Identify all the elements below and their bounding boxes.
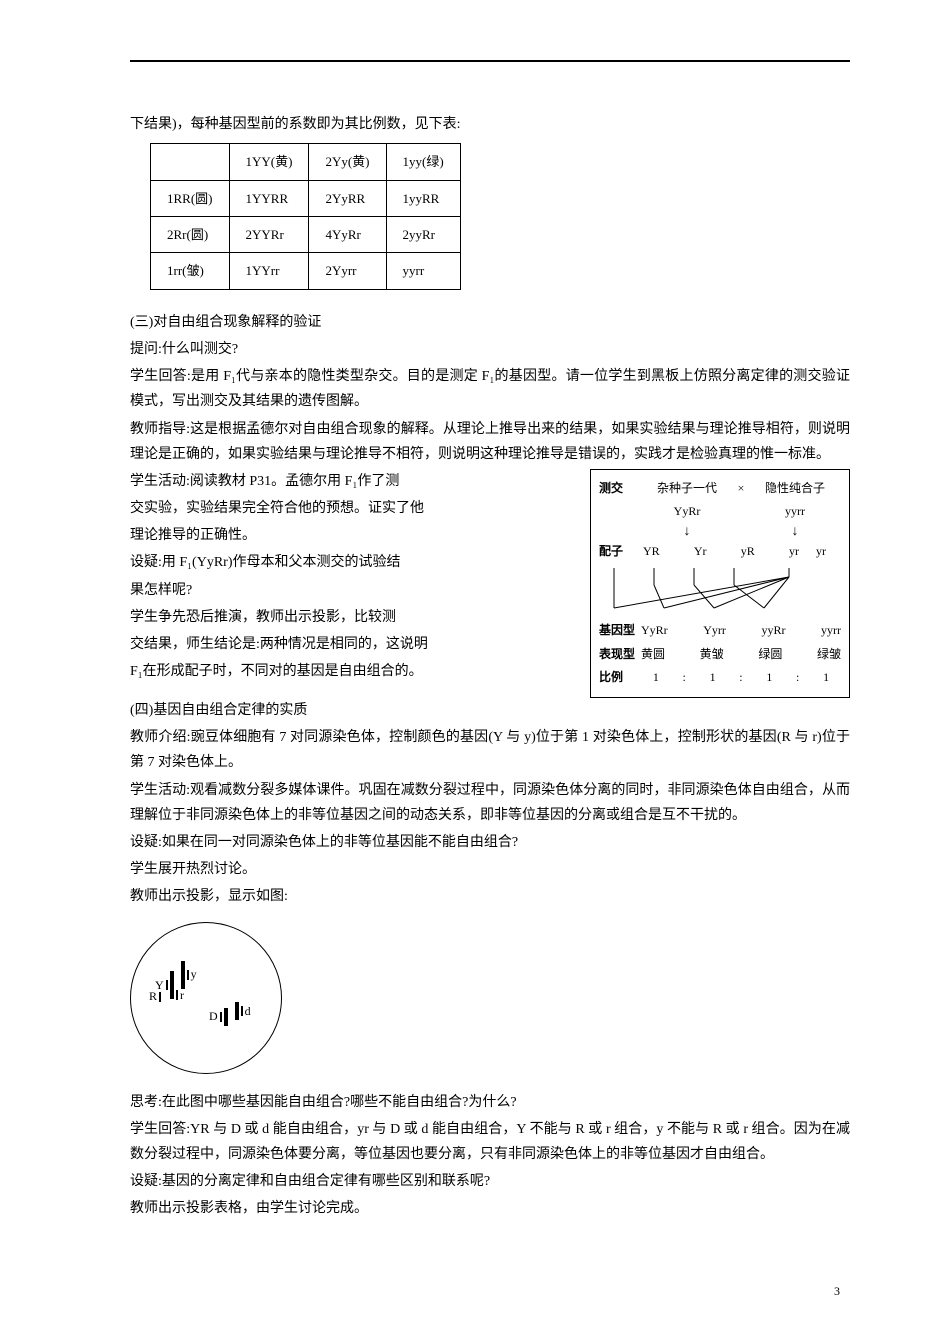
phenotype: 绿皱	[817, 644, 841, 666]
table-cell: 1YYrr	[229, 253, 309, 289]
gamete: YR	[643, 541, 660, 563]
paragraph: 学生展开热烈讨论。	[130, 857, 850, 882]
table-cell: 2Yy(黄)	[309, 144, 386, 180]
gene-label: R	[149, 986, 157, 1008]
section-4-title: (四)基因自由组合定律的实质	[130, 698, 850, 723]
paragraph: 设疑:用 F₁(YyRr)作母本和父本测交的试验结	[130, 550, 570, 575]
paragraph: 果怎样呢?	[130, 578, 570, 603]
table-cell: 2Rr(圆)	[151, 216, 230, 252]
gamete: Yr	[694, 541, 707, 563]
genotype: Yyrr	[703, 620, 726, 642]
table-cell: 1YY(黄)	[229, 144, 309, 180]
cross-cell: 杂种子一代	[641, 478, 733, 500]
cross-label: 配子	[599, 541, 641, 563]
paragraph: 教师出示投影，显示如图:	[130, 884, 850, 909]
answer-1: 学生回答:是用 F₁代与亲本的隐性类型杂交。目的是测定 F₁的基因型。请一位学生…	[130, 364, 850, 414]
gene-label: r	[180, 985, 184, 1007]
chromosome-circle-diagram: Y y R r D	[130, 922, 282, 1074]
paragraph: 教师介绍:豌豆体细胞有 7 对同源染色体，控制颜色的基因(Y 与 y)位于第 1…	[130, 725, 850, 775]
page-number: 3	[130, 1281, 850, 1303]
paragraph: 设疑:如果在同一对同源染色体上的非等位基因能不能自由组合?	[130, 830, 850, 855]
table-cell: 1YYRR	[229, 180, 309, 216]
paragraph: 交结果，师生结论是:两种情况是相同的，这说明	[130, 632, 570, 657]
cross-genotype: YyRr	[641, 501, 733, 523]
gene-label: y	[191, 964, 197, 986]
testcross-diagram: 测交 杂种子一代 × 隐性纯合子 YyRr yyrr ↓ ↓ 配子 YR	[590, 469, 850, 698]
section-3-title: (三)对自由组合现象解释的验证	[130, 310, 850, 335]
arrow-down-icon: ↓	[641, 525, 733, 539]
ratio: :	[739, 667, 742, 689]
paragraph: 设疑:基因的分离定律和自由组合定律有哪些区别和联系呢?	[130, 1169, 850, 1194]
cross-label: 测交	[599, 478, 641, 500]
cross-label: 基因型	[599, 620, 641, 642]
cross-genotype: yyrr	[749, 501, 841, 523]
table-cell: 1yy(绿)	[386, 144, 460, 180]
paragraph: 交实验，实验结果完全符合他的预想。证实了他	[130, 496, 570, 521]
paragraph: 理论推导的正确性。	[130, 523, 570, 548]
ratio: 1	[653, 667, 659, 689]
paragraph: 教师出示投影表格，由学生讨论完成。	[130, 1196, 850, 1221]
ratio: :	[796, 667, 799, 689]
table-cell: 2yyRr	[386, 216, 460, 252]
phenotype: 黄圆	[641, 644, 665, 666]
ratio: 1	[823, 667, 829, 689]
gamete: yr	[801, 541, 841, 563]
gamete: yr	[789, 541, 799, 563]
gene-label: D	[209, 1006, 218, 1028]
top-rule	[130, 60, 850, 62]
paragraph: 思考:在此图中哪些基因能自由组合?哪些不能自由组合?为什么?	[130, 1090, 850, 1115]
punnett-table: 1YY(黄) 2Yy(黄) 1yy(绿) 1RR(圆) 1YYRR 2YyRR …	[150, 143, 461, 290]
arrow-down-icon: ↓	[749, 525, 841, 539]
paragraph: 学生回答:YR 与 D 或 d 能自由组合，yr 与 D 或 d 能自由组合，Y…	[130, 1117, 850, 1167]
ratio: :	[683, 667, 686, 689]
cross-symbol: ×	[733, 478, 749, 500]
table-row: 2Rr(圆) 2YYRr 4YyRr 2yyRr	[151, 216, 461, 252]
cross-label: 表现型	[599, 644, 641, 666]
gamete: yR	[741, 541, 755, 563]
gene-label: d	[245, 1001, 251, 1023]
table-cell: 2YYRr	[229, 216, 309, 252]
question-1: 提问:什么叫测交?	[130, 337, 850, 362]
paragraph: F₁在形成配子时，不同对的基因是自由组合的。	[130, 659, 570, 684]
table-cell	[151, 144, 230, 180]
paragraph: 学生活动:观看减数分裂多媒体课件。巩固在减数分裂过程中，同源染色体分离的同时，非…	[130, 778, 850, 828]
table-row: 1YY(黄) 2Yy(黄) 1yy(绿)	[151, 144, 461, 180]
genotype: yyrr	[821, 620, 841, 642]
phenotype: 黄皱	[700, 644, 724, 666]
table-cell: 1yyRR	[386, 180, 460, 216]
genotype: YyRr	[641, 620, 668, 642]
cross-cell: 隐性纯合子	[749, 478, 841, 500]
table-cell: 2Yyrr	[309, 253, 386, 289]
paragraph: 学生争先恐后推演，教师出示投影，比较测	[130, 605, 570, 630]
table-row: 1rr(皱) 1YYrr 2Yyrr yyrr	[151, 253, 461, 289]
table-cell: 4YyRr	[309, 216, 386, 252]
table-cell: yyrr	[386, 253, 460, 289]
ratio: 1	[766, 667, 772, 689]
ratio: 1	[710, 667, 716, 689]
table-row: 1RR(圆) 1YYRR 2YyRR 1yyRR	[151, 180, 461, 216]
paragraph: 学生活动:阅读教材 P31。孟德尔用 F₁作了测	[130, 469, 570, 494]
genotype: yyRr	[761, 620, 785, 642]
paragraph: 教师指导:这是根据孟德尔对自由组合现象的解释。从理论上推导出来的结果，如果实验结…	[130, 417, 850, 467]
cross-lines-icon	[599, 565, 809, 611]
intro-line: 下结果)，每种基因型前的系数即为其比例数，见下表:	[130, 112, 850, 137]
table-cell: 1RR(圆)	[151, 180, 230, 216]
table-cell: 1rr(皱)	[151, 253, 230, 289]
phenotype: 绿圆	[758, 644, 782, 666]
cross-label: 比例	[599, 667, 641, 689]
table-cell: 2YyRR	[309, 180, 386, 216]
